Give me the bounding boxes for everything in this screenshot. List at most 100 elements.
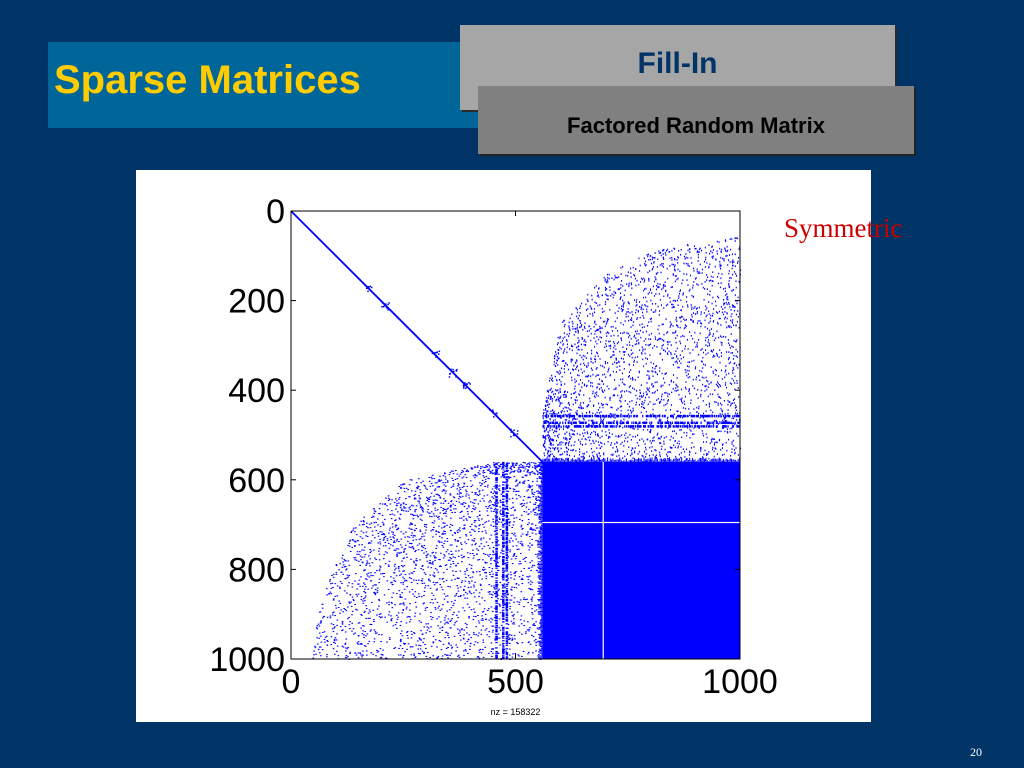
fill-point [644,264,646,267]
fill-point [622,378,624,381]
fill-point [556,371,558,373]
fill-point [644,461,646,463]
band-point [625,421,628,425]
band-point [614,425,616,428]
fill-point [620,420,622,422]
fill-point [465,495,467,497]
fill-point [508,477,510,479]
fill-point [677,358,679,360]
band-point [609,421,611,425]
fill-point [541,473,543,475]
fill-point [469,526,472,528]
fill-point [661,263,663,265]
band-point [597,414,599,418]
fill-point [568,454,571,457]
fill-point [427,505,429,507]
fill-point [599,459,601,462]
fill-point [450,601,453,603]
fill-point [540,487,542,489]
band-point [648,425,650,428]
band-point [584,414,586,418]
fill-point [446,549,449,551]
fill-point [599,330,601,333]
fill-point [589,397,591,400]
fill-point [708,334,710,336]
band-point [691,421,693,425]
fill-point [361,544,363,546]
band-point [690,414,692,418]
fill-point [628,376,630,378]
band-point [546,414,548,418]
fill-point [663,248,665,251]
fill-point [509,608,511,610]
fill-point [591,349,593,352]
fill-point [457,587,459,589]
fill-point [424,485,426,487]
fill-point [698,405,700,408]
fill-point [675,310,677,312]
band-point [607,425,609,428]
band-point [598,414,600,418]
fill-point [576,365,579,367]
fill-point [566,442,568,444]
fill-point [564,371,566,374]
fill-point [728,280,730,282]
dense-edge-mark [538,522,543,524]
fill-point [554,434,556,437]
band-point [571,414,573,418]
fill-point [699,247,701,250]
band-point [669,425,672,428]
fill-point [535,650,537,652]
fill-point [661,445,663,448]
fill-point [377,535,380,537]
fill-point [621,405,623,408]
fill-point [578,341,580,343]
fill-point [369,542,372,544]
fill-point [601,380,603,382]
fill-point [718,430,720,433]
fill-point [367,572,370,574]
fill-point [666,455,668,458]
fill-point [684,386,686,389]
fill-point [569,461,571,463]
fill-point [657,258,659,261]
fill-point [485,476,488,478]
fill-point [661,425,663,427]
fill-point [552,447,554,449]
band-point [570,414,572,418]
fill-point [383,538,385,540]
fill-point [707,336,709,339]
fill-point [563,332,565,334]
fill-point [441,626,444,628]
fill-point [608,345,610,347]
fill-point [622,299,624,302]
fill-point [461,504,464,506]
fill-point [566,439,568,441]
dense-edge-mark [540,603,543,604]
fill-point [656,381,658,383]
fill-point [576,409,578,412]
fill-point [647,293,649,295]
fill-point [642,429,644,431]
fill-point [735,313,737,316]
fill-point [378,559,381,561]
fill-point [487,608,490,610]
fill-point [533,503,535,505]
dense-edge-mark [689,457,691,462]
fill-point [619,365,621,367]
fill-point [576,432,578,435]
fill-point [562,321,564,324]
fill-point [638,283,640,286]
fill-point [626,332,628,334]
fill-point [726,430,728,433]
band-point [679,414,682,418]
fill-point [387,500,390,502]
fill-point [433,520,436,522]
fill-point [351,583,354,585]
dense-edge-mark [644,459,646,462]
fill-point [666,267,668,270]
fill-point [355,534,358,536]
fill-point [583,325,585,328]
fill-point [413,562,416,564]
fill-point [639,316,641,319]
